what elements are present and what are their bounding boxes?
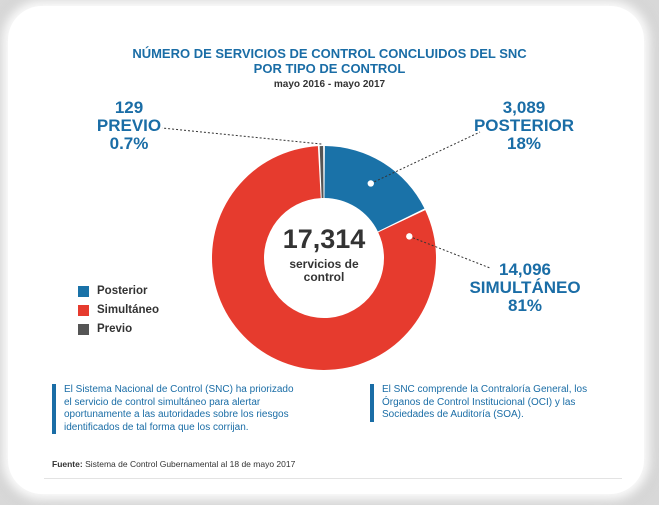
slice-posterior xyxy=(324,146,425,232)
callout-previo-pct: 0.7% xyxy=(109,134,149,153)
note-line: Órganos de Control Institucional (OCI) y… xyxy=(382,396,576,408)
note-line: Sociedades de Auditoría (SOA). xyxy=(382,409,524,420)
chart-title-line2: POR TIPO DE CONTROL xyxy=(253,61,406,76)
legend-label-posterior: Posterior xyxy=(97,285,148,297)
legend-label-simultaneo: Simultáneo xyxy=(97,304,159,316)
legend-swatch-posterior xyxy=(78,285,89,297)
note-line: el servicio de control simultáneo para a… xyxy=(64,396,261,408)
source-footnote: Fuente: Sistema de Control Gubernamental… xyxy=(52,459,295,469)
callout-previo: 129 PREVIO 0.7% xyxy=(88,99,170,153)
legend-label-previo: Previo xyxy=(97,323,133,335)
leader-posterior-dot xyxy=(367,180,374,187)
legend-swatch-previo xyxy=(78,323,89,335)
note-line: oportunamente a las autoridades sobre lo… xyxy=(64,409,289,420)
callout-posterior: 3,089 POSTERIOR 18% xyxy=(462,99,586,153)
center-total-value: 17,314 xyxy=(283,224,366,254)
leader-posterior xyxy=(370,131,481,184)
note-line: identificados de tal forma que los corri… xyxy=(64,421,249,433)
legend-swatch-simultaneo xyxy=(78,304,89,316)
callout-posterior-name: POSTERIOR xyxy=(473,116,575,135)
center-label-line1: servicios de xyxy=(289,257,359,271)
callout-simultaneo-pct: 81% xyxy=(507,296,543,315)
infographic-card xyxy=(8,6,644,494)
source-text: Sistema de Control Gubernamental al 18 d… xyxy=(82,459,296,469)
legend-item-previo: Previo xyxy=(78,322,132,336)
note-snc-composition: El SNC comprende la Contraloría General,… xyxy=(370,384,632,422)
callout-simultaneo: 14,096 SIMULTÁNEO 81% xyxy=(455,261,595,315)
note-snc-priority: El Sistema Nacional de Control (SNC) ha … xyxy=(52,384,334,434)
center-label-line2: control xyxy=(304,270,345,284)
slice-previo xyxy=(319,146,324,199)
callout-posterior-value: 3,089 xyxy=(502,98,546,117)
bottom-divider xyxy=(44,478,622,479)
note-line: El Sistema Nacional de Control (SNC) ha … xyxy=(64,384,294,395)
legend-item-posterior: Posterior xyxy=(78,284,148,298)
leader-previo xyxy=(161,127,322,145)
callout-previo-name: PREVIO xyxy=(96,116,162,135)
note-line: El SNC comprende la Contraloría General,… xyxy=(382,384,588,395)
source-label: Fuente: xyxy=(52,459,83,469)
callout-previo-value: 129 xyxy=(114,98,144,117)
callout-simultaneo-value: 14,096 xyxy=(499,260,551,279)
slice-simultaneo xyxy=(212,146,436,371)
leader-simultaneo-dot xyxy=(406,233,413,240)
callout-posterior-pct: 18% xyxy=(506,134,542,153)
chart-subtitle: mayo 2016 - mayo 2017 xyxy=(273,79,386,90)
legend-item-simultaneo: Simultáneo xyxy=(78,303,159,317)
chart-title-line1: NÚMERO DE SERVICIOS DE CONTROL CONCLUIDO… xyxy=(132,46,527,61)
leader-simultaneo xyxy=(409,235,491,269)
callout-simultaneo-name: SIMULTÁNEO xyxy=(469,278,581,297)
